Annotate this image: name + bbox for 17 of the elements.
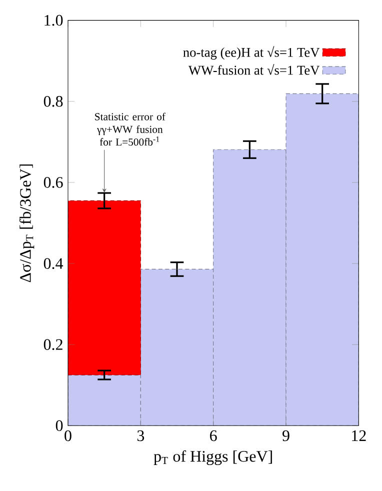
y-axis-title: Δσ/Δp$_{T}$ [fb/3GeV] bbox=[19, 164, 34, 282]
x-tick-label: 6 bbox=[210, 430, 217, 442]
x-tick-label: 0 bbox=[64, 430, 72, 442]
legend-label: WW-fusion at √s=1 TeV bbox=[188, 64, 320, 75]
annotation: Statistic error of γγ+WW fusion for L=500fb$^{-1}$ bbox=[95, 112, 166, 146]
x-tick-label: 9 bbox=[282, 430, 290, 442]
y-tick-label: 0.2 bbox=[44, 339, 62, 350]
x-tick-label: 12 bbox=[352, 430, 366, 441]
y-tick-label: 0.6 bbox=[44, 177, 63, 188]
y-tick-label: 1.0 bbox=[44, 14, 63, 26]
legend-label: no-tag (ee)H at √s=1 TeV bbox=[183, 46, 320, 60]
y-tick-label: 0.8 bbox=[44, 96, 63, 107]
x-axis-title: p$_{T}$ of Higgs [GeV] bbox=[154, 450, 272, 466]
y-tick-label: 0.4 bbox=[44, 258, 64, 269]
y-tick-label: 0 bbox=[56, 420, 63, 432]
x-tick-label: 3 bbox=[137, 430, 144, 442]
bar bbox=[68, 200, 141, 376]
